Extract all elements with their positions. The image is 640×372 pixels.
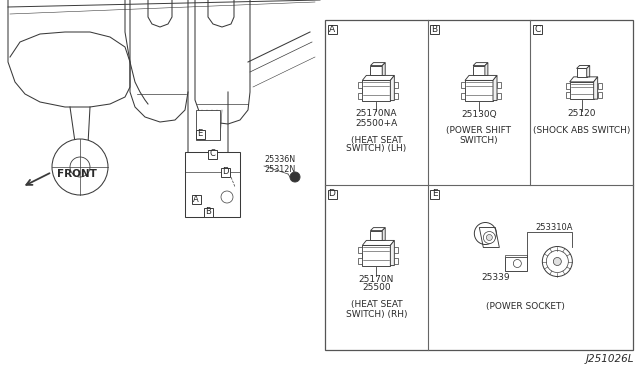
Polygon shape [362, 76, 394, 80]
Bar [473, 65, 485, 76]
Bar [598, 83, 602, 89]
Text: SWITCH) (RH): SWITCH) (RH) [346, 310, 407, 318]
Text: (POWER SOCKET): (POWER SOCKET) [486, 302, 564, 311]
Text: A: A [329, 25, 335, 33]
Circle shape [221, 191, 233, 203]
Bar [328, 189, 337, 199]
Text: FRONT: FRONT [57, 169, 97, 179]
Bar [566, 83, 570, 89]
Bar [461, 93, 465, 99]
Bar [185, 152, 240, 217]
Circle shape [52, 139, 108, 195]
Text: B: B [431, 25, 438, 33]
Text: C: C [534, 25, 540, 33]
Polygon shape [506, 254, 527, 257]
Bar [497, 83, 501, 89]
Bar [195, 129, 205, 138]
Bar [196, 110, 220, 140]
Bar [533, 25, 542, 33]
Text: (POWER SHIFT: (POWER SHIFT [447, 126, 511, 135]
Bar [358, 83, 362, 89]
Polygon shape [371, 62, 385, 65]
Bar [358, 247, 362, 253]
Bar [465, 80, 493, 100]
Polygon shape [570, 77, 598, 82]
Circle shape [547, 250, 568, 273]
Polygon shape [371, 228, 385, 231]
Text: 25120: 25120 [568, 109, 596, 119]
Polygon shape [362, 240, 394, 246]
Polygon shape [382, 62, 385, 76]
Text: 25312N: 25312N [264, 165, 295, 174]
Polygon shape [382, 228, 385, 240]
Polygon shape [493, 76, 497, 100]
Bar [461, 83, 465, 89]
Text: 25170NA: 25170NA [356, 109, 397, 119]
Text: (HEAT SEAT: (HEAT SEAT [351, 135, 402, 144]
Text: C: C [209, 150, 215, 158]
Circle shape [70, 157, 90, 177]
Text: 25500: 25500 [362, 283, 390, 292]
Circle shape [554, 257, 561, 266]
Bar [394, 93, 398, 99]
Text: D: D [328, 189, 335, 199]
Text: 253310A: 253310A [535, 224, 573, 232]
Text: A: A [193, 195, 199, 203]
Circle shape [486, 234, 492, 241]
Text: E: E [432, 189, 438, 199]
Text: E: E [197, 129, 203, 138]
Bar [430, 25, 439, 33]
Polygon shape [587, 65, 589, 77]
Text: (SHOCK ABS SWITCH): (SHOCK ABS SWITCH) [533, 126, 630, 135]
Bar [221, 167, 230, 176]
Text: 25130Q: 25130Q [461, 109, 497, 119]
Text: 25339: 25339 [481, 273, 509, 282]
Polygon shape [473, 62, 488, 65]
Text: 25336N: 25336N [264, 155, 295, 164]
Polygon shape [577, 65, 589, 68]
Bar [207, 150, 216, 158]
Circle shape [513, 260, 522, 267]
Text: 25500+A: 25500+A [355, 119, 397, 128]
Bar [570, 82, 594, 99]
Bar [394, 83, 398, 89]
Text: 25170N: 25170N [358, 275, 394, 283]
Bar [566, 92, 570, 98]
Text: B: B [205, 208, 211, 217]
Bar [325, 20, 633, 350]
Text: SWITCH) (LH): SWITCH) (LH) [346, 144, 406, 154]
Bar [497, 93, 501, 99]
Polygon shape [485, 62, 488, 76]
Circle shape [542, 247, 572, 276]
Text: J251026L: J251026L [586, 354, 634, 364]
Polygon shape [479, 228, 499, 247]
Bar [371, 231, 382, 240]
Bar [362, 80, 390, 100]
Bar [598, 92, 602, 98]
Polygon shape [465, 76, 497, 80]
Text: D: D [221, 167, 228, 176]
Bar [577, 68, 587, 77]
Text: SWITCH): SWITCH) [460, 135, 499, 144]
Polygon shape [390, 240, 394, 266]
Bar [394, 257, 398, 263]
Bar [191, 195, 200, 203]
Bar [328, 25, 337, 33]
Circle shape [483, 231, 495, 244]
Bar [394, 247, 398, 253]
Bar [506, 257, 527, 270]
Text: (HEAT SEAT: (HEAT SEAT [351, 301, 402, 310]
Bar [358, 93, 362, 99]
Polygon shape [594, 77, 598, 99]
Bar [204, 208, 212, 217]
Polygon shape [390, 76, 394, 100]
Bar [371, 65, 382, 76]
Bar [358, 257, 362, 263]
Bar [430, 189, 439, 199]
Circle shape [290, 172, 300, 182]
Bar [362, 246, 390, 266]
